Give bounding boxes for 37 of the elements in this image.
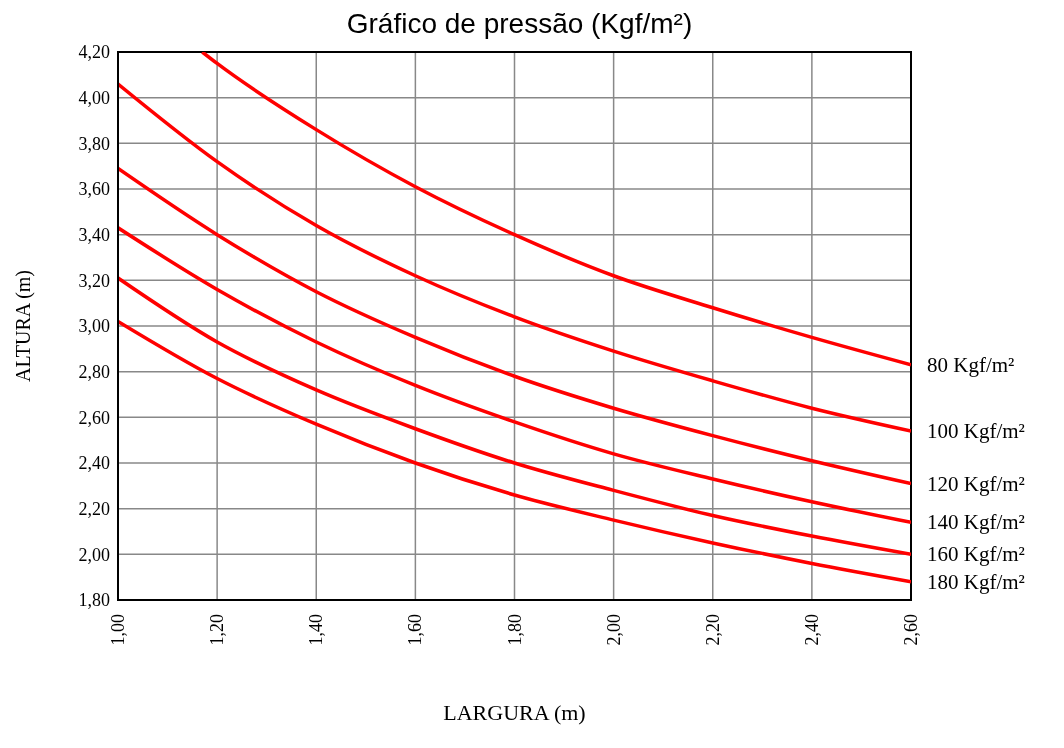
y-tick-label: 3,80 [78, 133, 110, 154]
line-series [118, 319, 911, 584]
x-tick-label: 2,60 [901, 614, 921, 646]
x-tick-label: 2,40 [801, 614, 822, 646]
y-tick-label: 2,00 [78, 544, 110, 565]
x-tick-label: 1,60 [405, 614, 426, 646]
chart-title: Gráfico de pressão (Kgf/m²) [345, 8, 694, 40]
x-axis-title: LARGURA (m) [443, 700, 586, 725]
x-tick-label: 1,80 [504, 614, 525, 646]
y-tick-label: 4,00 [78, 88, 110, 109]
y-tick-label: 2,20 [78, 499, 110, 520]
line-series [118, 276, 911, 557]
x-tick-label: 1,00 [108, 614, 128, 646]
y-tick-label: 3,00 [78, 316, 110, 337]
y-tick-label: 2,40 [78, 453, 110, 474]
series-label: 140 Kgf/m² [927, 510, 1025, 535]
y-tick-label: 3,20 [78, 270, 110, 291]
series-label: 120 Kgf/m² [927, 471, 1025, 496]
series-label: 100 Kgf/m² [927, 419, 1025, 444]
line-series [200, 52, 911, 367]
y-tick-label: 2,60 [78, 407, 110, 428]
y-axis-title: ALTURA (m) [12, 269, 36, 383]
series-label: 160 Kgf/m² [927, 542, 1025, 567]
line-series [118, 82, 911, 433]
series-label: 180 Kgf/m² [927, 569, 1025, 594]
series-label: 80 Kgf/m² [927, 352, 1015, 377]
y-tick-label: 3,60 [78, 179, 110, 200]
x-tick-label: 2,20 [702, 614, 723, 646]
y-tick-label: 4,20 [78, 42, 110, 63]
y-tick-label: 1,80 [78, 590, 110, 611]
line-series [118, 226, 911, 525]
line-series [118, 166, 911, 486]
x-tick-label: 1,20 [207, 614, 228, 646]
x-tick-label: 2,00 [603, 614, 624, 646]
x-tick-label: 1,40 [306, 614, 327, 646]
y-tick-label: 3,40 [78, 225, 110, 246]
y-tick-label: 2,80 [78, 362, 110, 383]
